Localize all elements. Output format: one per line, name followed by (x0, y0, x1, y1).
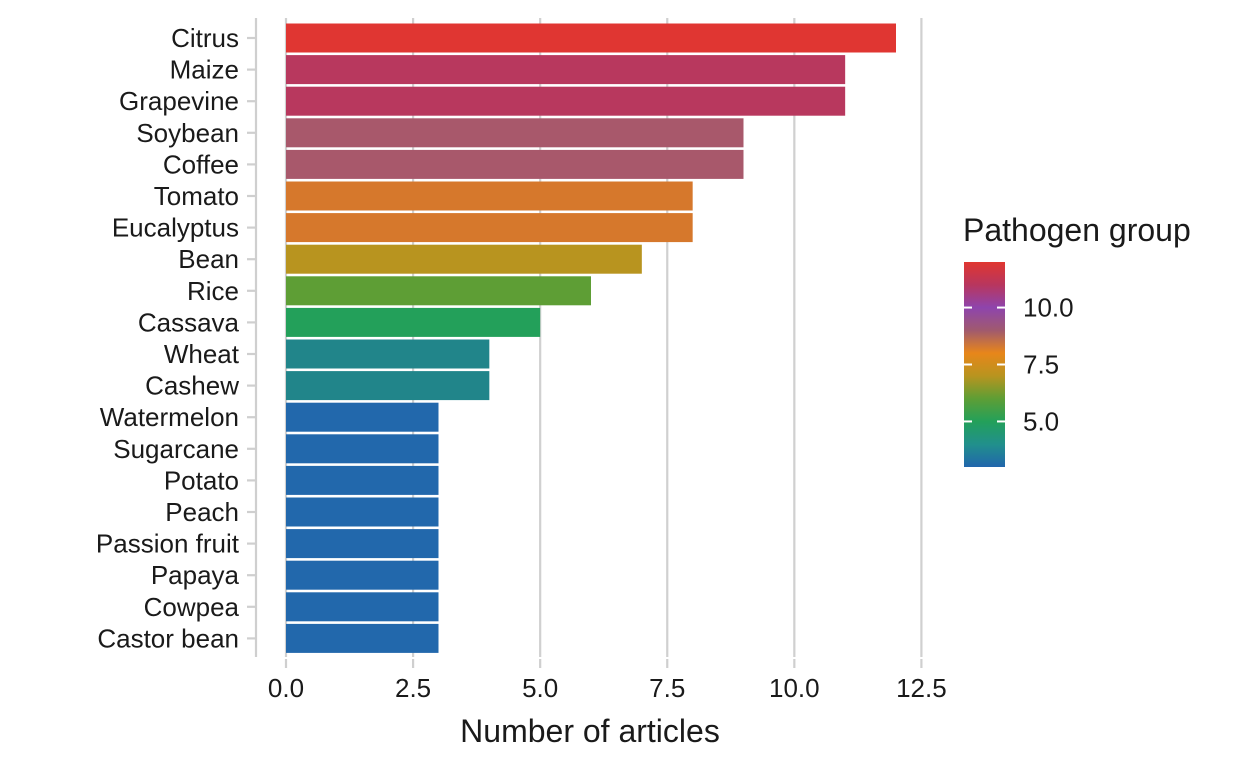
bar-peach (286, 497, 439, 527)
x-tick-label: 10.0 (769, 673, 820, 703)
y-tick-label: Potato (164, 465, 239, 495)
y-tick-label: Cashew (145, 371, 239, 401)
bar-cassava (286, 307, 541, 337)
bar-coffee (286, 149, 744, 179)
bar-potato (286, 465, 439, 495)
legend-title: Pathogen group (963, 212, 1191, 248)
legend-tick-label: 5.0 (1023, 406, 1059, 436)
bar-wheat (286, 339, 490, 369)
x-tick-label: 7.5 (649, 673, 685, 703)
bars (286, 23, 896, 653)
y-tick-label: Castor bean (97, 623, 239, 653)
x-tick-label: 0.0 (268, 673, 304, 703)
y-tick-label: Grapevine (119, 86, 239, 116)
bar-maize (286, 55, 846, 85)
y-tick-label: Wheat (164, 339, 240, 369)
bar-watermelon (286, 402, 439, 432)
y-tick-label: Coffee (163, 149, 239, 179)
bar-bean (286, 244, 642, 274)
bar-cashew (286, 371, 490, 401)
y-tick-label: Sugarcane (113, 434, 239, 464)
y-tick-label: Maize (170, 55, 239, 85)
legend-tick-label: 7.5 (1023, 350, 1059, 380)
y-tick-label: Rice (187, 276, 239, 306)
y-tick-label: Peach (165, 497, 239, 527)
bar-cowpea (286, 592, 439, 622)
bar-castor-bean (286, 623, 439, 653)
bar-grapevine (286, 86, 846, 116)
bar-sugarcane (286, 434, 439, 464)
bar-passion-fruit (286, 529, 439, 559)
x-tick-label: 2.5 (395, 673, 431, 703)
y-tick-label: Citrus (171, 23, 239, 53)
bar-papaya (286, 560, 439, 590)
bar-soybean (286, 118, 744, 148)
legend-tick-label: 10.0 (1023, 293, 1074, 323)
x-tick-label: 12.5 (896, 673, 947, 703)
x-tick-label: 5.0 (522, 673, 558, 703)
y-tick-label: Watermelon (100, 402, 239, 432)
y-tick-label: Bean (178, 244, 239, 274)
y-tick-label: Cowpea (144, 592, 240, 622)
legend: Pathogen group 10.0 7.5 5.0 (963, 212, 1191, 467)
y-tick-label: Soybean (136, 118, 239, 148)
legend-ticks: 10.0 7.5 5.0 (964, 293, 1074, 436)
x-axis: 0.0 2.5 5.0 7.5 10.0 12.5 (268, 659, 947, 703)
bar-rice (286, 276, 591, 306)
y-tick-label: Papaya (151, 560, 240, 590)
y-axis: CitrusMaizeGrapevineSoybeanCoffeeTomatoE… (96, 18, 258, 657)
y-tick-label: Passion fruit (96, 529, 240, 559)
y-tick-label: Tomato (154, 181, 239, 211)
x-axis-title: Number of articles (460, 713, 720, 749)
bar-citrus (286, 23, 896, 53)
y-tick-label: Cassava (138, 307, 240, 337)
bar-eucalyptus (286, 213, 693, 243)
y-tick-label: Eucalyptus (112, 213, 239, 243)
bar-tomato (286, 181, 693, 211)
